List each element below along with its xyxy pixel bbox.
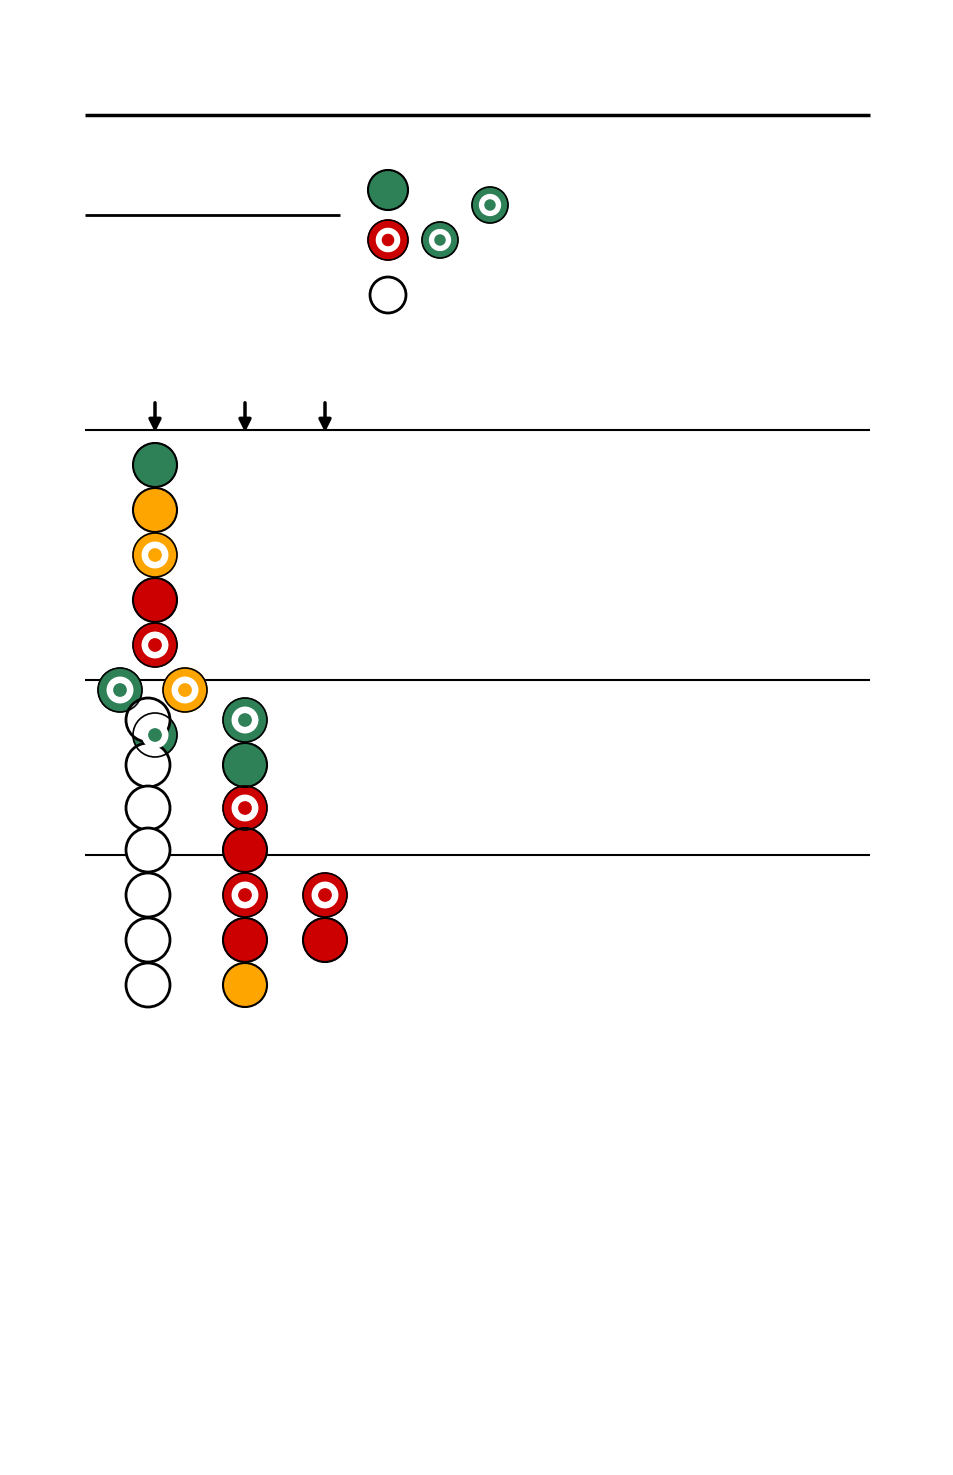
Circle shape [149, 639, 161, 650]
Circle shape [484, 201, 495, 209]
Circle shape [126, 698, 170, 742]
Circle shape [126, 786, 170, 830]
Circle shape [223, 786, 267, 830]
Circle shape [232, 795, 257, 820]
Circle shape [479, 195, 500, 215]
Circle shape [382, 235, 394, 246]
Circle shape [149, 729, 161, 740]
Circle shape [126, 917, 170, 962]
Circle shape [113, 684, 126, 696]
Circle shape [238, 889, 251, 901]
Circle shape [172, 677, 197, 702]
Circle shape [163, 668, 207, 712]
Circle shape [318, 889, 331, 901]
Circle shape [178, 684, 191, 696]
Circle shape [429, 230, 450, 251]
Circle shape [303, 917, 347, 962]
Circle shape [132, 442, 177, 487]
Circle shape [126, 963, 170, 1007]
Circle shape [132, 578, 177, 622]
Circle shape [132, 488, 177, 532]
Circle shape [149, 549, 161, 560]
Circle shape [126, 873, 170, 917]
Circle shape [368, 170, 408, 209]
Circle shape [223, 917, 267, 962]
Circle shape [232, 882, 257, 907]
Circle shape [223, 963, 267, 1007]
Circle shape [126, 743, 170, 788]
Circle shape [126, 827, 170, 872]
Circle shape [421, 223, 457, 258]
Circle shape [223, 743, 267, 788]
Circle shape [368, 220, 408, 260]
Circle shape [376, 229, 399, 252]
Circle shape [238, 714, 251, 726]
Circle shape [435, 235, 444, 245]
Circle shape [370, 277, 406, 313]
Circle shape [223, 827, 267, 872]
Circle shape [142, 723, 168, 748]
Circle shape [232, 707, 257, 733]
Circle shape [98, 668, 142, 712]
Circle shape [223, 698, 267, 742]
Circle shape [223, 873, 267, 917]
Circle shape [132, 622, 177, 667]
Circle shape [132, 712, 177, 757]
Circle shape [312, 882, 337, 907]
Circle shape [132, 532, 177, 577]
Circle shape [472, 187, 507, 223]
Circle shape [142, 543, 168, 568]
Circle shape [142, 633, 168, 658]
Circle shape [238, 802, 251, 814]
Circle shape [303, 873, 347, 917]
Circle shape [107, 677, 132, 702]
